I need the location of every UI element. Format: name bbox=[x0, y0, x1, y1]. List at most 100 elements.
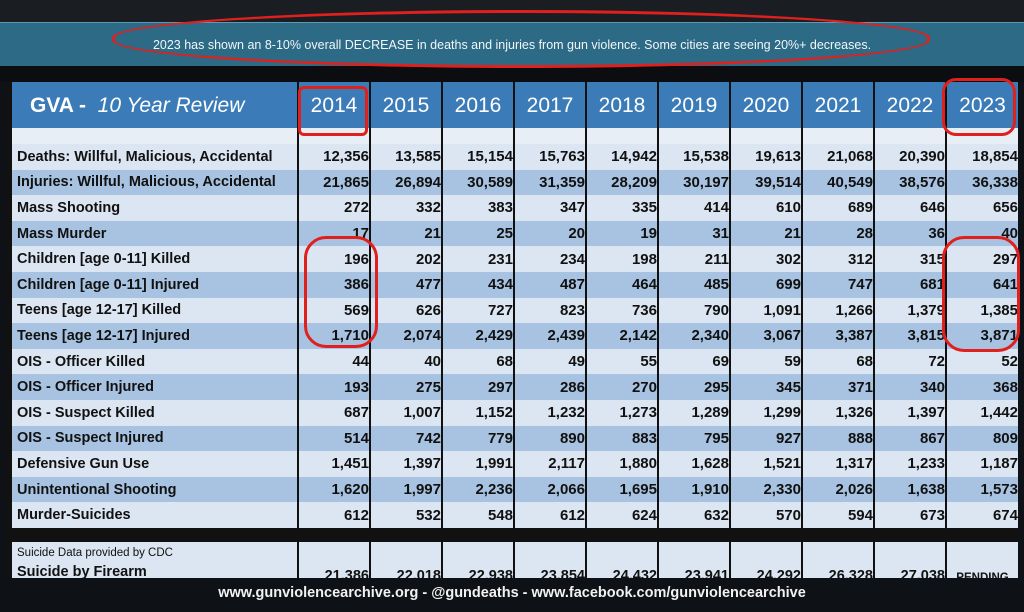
year-2014-annotation-circle bbox=[298, 86, 368, 136]
table-cell: 68 bbox=[803, 348, 873, 375]
table-cell: 3,387 bbox=[803, 323, 873, 349]
table-cell: 368 bbox=[947, 374, 1018, 400]
row-label: Injuries: Willful, Malicious, Accidental bbox=[12, 169, 297, 196]
table-cell: 18,854 bbox=[947, 144, 1018, 170]
table-cell: 1,628 bbox=[659, 451, 729, 477]
table-cell: 927 bbox=[731, 425, 801, 452]
table-cell: 477 bbox=[371, 271, 441, 298]
table-cell: 20 bbox=[515, 220, 585, 247]
table-cell: 21 bbox=[371, 220, 441, 247]
table-cell: 19,613 bbox=[731, 144, 801, 170]
year-2023-annotation-circle bbox=[942, 78, 1016, 136]
table-cell: 612 bbox=[299, 502, 369, 528]
row-label: Defensive Gun Use bbox=[12, 451, 297, 477]
table-cell: 414 bbox=[659, 195, 729, 221]
year-header: 2020 bbox=[731, 82, 801, 128]
table-cell: 736 bbox=[587, 297, 657, 324]
suicide-cell: 26,328 bbox=[803, 541, 873, 584]
table-cell: 1,695 bbox=[587, 476, 657, 503]
table-row: Mass Shooting 272 332 383 347 335 414 610 689 646… bbox=[12, 195, 1018, 221]
table-cell: 30,197 bbox=[659, 169, 729, 196]
table-cell: 234 bbox=[515, 246, 585, 272]
table-row: Deaths: Willful, Malicious, Accidental 12… bbox=[12, 144, 1018, 170]
table-cell: 193 bbox=[299, 374, 369, 400]
table-cell: 12,356 bbox=[299, 144, 369, 170]
table-cell: 632 bbox=[659, 502, 729, 528]
year-header: 2018 bbox=[587, 82, 657, 128]
table-cell: 626 bbox=[371, 297, 441, 324]
table-cell: 335 bbox=[587, 195, 657, 221]
table-cell: 1,620 bbox=[299, 476, 369, 503]
table-cell: 2,074 bbox=[371, 323, 441, 349]
table-cell: 673 bbox=[875, 502, 945, 528]
table-cell: 790 bbox=[659, 297, 729, 324]
ten-year-review-table: GVA - 10 Year Review 2014 2015 2016 2017… bbox=[10, 82, 1020, 584]
table-title: GVA - 10 Year Review bbox=[12, 82, 297, 128]
table-cell: 1,152 bbox=[443, 399, 513, 426]
table-row: Injuries: Willful, Malicious, Accidental… bbox=[12, 169, 1018, 196]
table-row: OIS - Suspect Killed 687 1,007 1,152 1,232 1,… bbox=[12, 399, 1018, 426]
table-cell: 742 bbox=[371, 425, 441, 452]
table-cell: 20,390 bbox=[875, 144, 945, 170]
table-cell: 1,317 bbox=[803, 451, 873, 477]
table-cell: 532 bbox=[371, 502, 441, 528]
review-table-frame: GVA - 10 Year Review 2014 2015 2016 2017… bbox=[6, 82, 1018, 584]
table-cell: 1,991 bbox=[443, 451, 513, 477]
table-cell: 1,233 bbox=[875, 451, 945, 477]
table-cell: 1,091 bbox=[731, 297, 801, 324]
table-cell: 231 bbox=[443, 246, 513, 272]
table-cell: 15,763 bbox=[515, 144, 585, 170]
table-cell: 795 bbox=[659, 425, 729, 452]
table-cell: 1,521 bbox=[731, 451, 801, 477]
suicide-source-note: Suicide Data provided by CDC bbox=[17, 546, 173, 559]
table-cell: 890 bbox=[515, 425, 585, 452]
table-cell: 72 bbox=[875, 348, 945, 375]
table-cell: 2,142 bbox=[587, 323, 657, 349]
table-row: Children [age 0-11] Killed 196 202 231 234 19… bbox=[12, 246, 1018, 272]
table-cell: 69 bbox=[659, 348, 729, 375]
year-header: 2016 bbox=[443, 82, 513, 128]
table-cell: 569 bbox=[299, 297, 369, 324]
table-cell: 44 bbox=[299, 348, 369, 375]
table-cell: 312 bbox=[803, 246, 873, 272]
table-row: Murder-Suicides 612 532 548 612 624 632 570 594 6… bbox=[12, 502, 1018, 528]
table-cell: 2,066 bbox=[515, 476, 585, 503]
row-label: Deaths: Willful, Malicious, Accidental bbox=[12, 144, 297, 170]
table-cell: 198 bbox=[587, 246, 657, 272]
table-cell: 202 bbox=[371, 246, 441, 272]
brand-label: GVA - bbox=[30, 94, 86, 117]
table-cell: 594 bbox=[803, 502, 873, 528]
table-cell: 28 bbox=[803, 220, 873, 247]
table-cell: 295 bbox=[659, 374, 729, 400]
table-cell: 2,330 bbox=[731, 476, 801, 503]
table-cell: 779 bbox=[443, 425, 513, 452]
table-cell: 1,573 bbox=[947, 476, 1018, 503]
row-label: Teens [age 12-17] Injured bbox=[12, 323, 297, 349]
table-cell: 434 bbox=[443, 271, 513, 298]
row-label: OIS - Officer Injured bbox=[12, 374, 297, 400]
table-cell: 36 bbox=[875, 220, 945, 247]
year-header: 2023 bbox=[947, 82, 1018, 128]
table-cell: 2,026 bbox=[803, 476, 873, 503]
table-cell: 1,910 bbox=[659, 476, 729, 503]
table-cell: 2,117 bbox=[515, 451, 585, 477]
table-cell: 1,638 bbox=[875, 476, 945, 503]
table-cell: 809 bbox=[947, 425, 1018, 452]
table-cell: 888 bbox=[803, 425, 873, 452]
table-cell: 1,289 bbox=[659, 399, 729, 426]
banner-annotation-circle bbox=[112, 10, 930, 68]
table-cell: 1,232 bbox=[515, 399, 585, 426]
table-cell: 1,266 bbox=[803, 297, 873, 324]
table-cell: 36,338 bbox=[947, 169, 1018, 196]
year-header: 2015 bbox=[371, 82, 441, 128]
table-cell: 1,451 bbox=[299, 451, 369, 477]
table-row: OIS - Suspect Injured 514 742 779 890 883 795 9… bbox=[12, 425, 1018, 452]
row-label: Children [age 0-11] Injured bbox=[12, 271, 297, 298]
table-cell: 2,236 bbox=[443, 476, 513, 503]
table-cell: 13,585 bbox=[371, 144, 441, 170]
table-cell: 1,880 bbox=[587, 451, 657, 477]
youth-2014-annotation-circle bbox=[304, 236, 378, 348]
table-cell: 371 bbox=[803, 374, 873, 400]
table-row: Mass Murder 17 21 25 20 19 31 21 28 36 40 bbox=[12, 220, 1018, 247]
table-cell: 1,442 bbox=[947, 399, 1018, 426]
